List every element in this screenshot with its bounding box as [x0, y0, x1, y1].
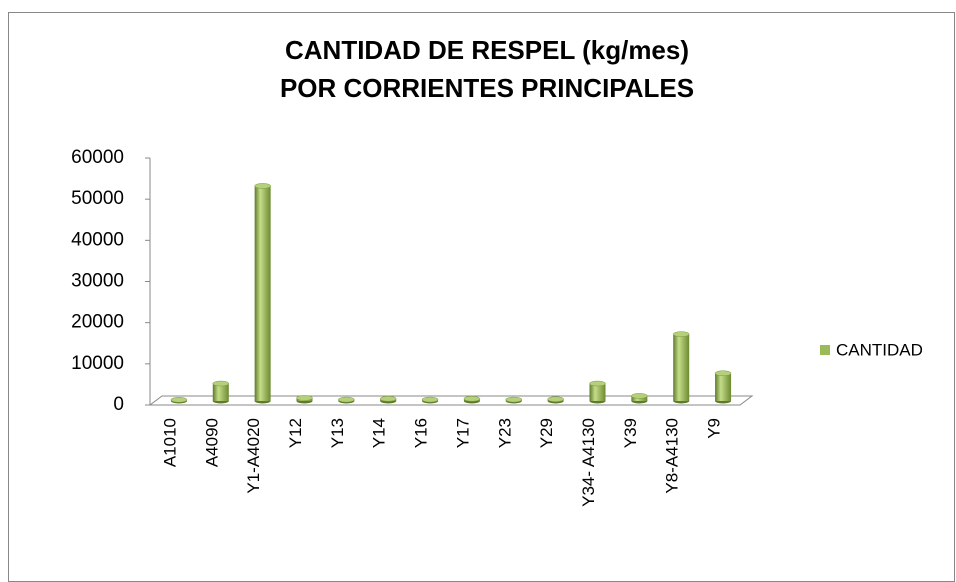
- x-tick-label: Y9: [705, 418, 724, 439]
- bar-part: [505, 396, 523, 403]
- bar: [463, 396, 481, 404]
- bar-part: [296, 395, 313, 401]
- floor: [148, 395, 754, 406]
- y-tick-label: 20000: [71, 312, 124, 333]
- bar-part: [715, 373, 732, 401]
- bar-part: [421, 396, 439, 403]
- y-tick-label: 10000: [71, 353, 124, 374]
- bar: [212, 380, 230, 404]
- bar-part: [170, 397, 188, 403]
- x-tick-label: Y29: [537, 418, 556, 448]
- bar: [421, 396, 439, 404]
- x-tick-label: Y12: [286, 418, 305, 448]
- y-tick-label: 0: [113, 394, 124, 415]
- bar-part: [338, 396, 355, 403]
- bar: [338, 396, 355, 404]
- x-tick-label: Y14: [370, 418, 389, 448]
- chart-border: [8, 12, 955, 582]
- legend-swatch: [820, 345, 830, 355]
- y-tick-label: 30000: [71, 271, 124, 292]
- x-tick-label: Y8-A4130: [663, 418, 682, 494]
- x-tick-label: A4090: [202, 418, 221, 467]
- y-tick-label: 50000: [71, 188, 124, 209]
- bar: [379, 396, 397, 404]
- x-tick-label: Y13: [328, 418, 347, 448]
- y-tick-label: 40000: [71, 229, 124, 250]
- bar-part: [547, 396, 564, 402]
- x-tick-label: Y23: [495, 418, 514, 448]
- bar-part: [463, 396, 481, 402]
- x-tick-label: Y34- A4130: [579, 418, 598, 507]
- bar: [170, 397, 188, 404]
- bar-part: [212, 380, 230, 387]
- x-tick-label: Y16: [412, 418, 431, 448]
- bar-part: [672, 331, 690, 337]
- bar: [505, 396, 523, 404]
- bar-part: [254, 183, 271, 189]
- bar-part: [673, 334, 690, 401]
- legend-label: CANTIDAD: [836, 340, 923, 359]
- bar-part: [589, 383, 606, 401]
- bar: [631, 393, 648, 404]
- bar-part: [212, 383, 229, 401]
- bar: [589, 380, 606, 404]
- bar-part: [254, 185, 271, 401]
- bar-part: [631, 393, 648, 399]
- bar-part: [714, 370, 732, 376]
- bar: [296, 395, 313, 404]
- y-tick-label: 60000: [71, 147, 124, 168]
- bar: [547, 396, 564, 404]
- x-tick-label: A1010: [160, 418, 179, 467]
- bar-part: [379, 396, 397, 402]
- x-tick-label: Y1-A4020: [244, 418, 263, 494]
- x-tick-label: Y17: [453, 418, 472, 448]
- x-tick-label: Y39: [621, 418, 640, 448]
- bar-part: [589, 380, 606, 387]
- bar: [714, 370, 732, 404]
- bar: [672, 331, 690, 404]
- chart-title: CANTIDAD DE RESPEL (kg/mes): [285, 35, 689, 65]
- bar: [254, 183, 271, 404]
- chart-title: POR CORRIENTES PRINCIPALES: [280, 73, 694, 103]
